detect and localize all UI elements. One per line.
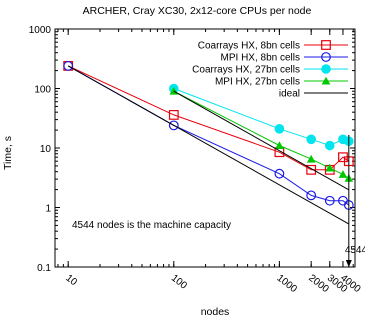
data-point-circle (321, 52, 331, 62)
x-tick-label: 2000 (306, 273, 331, 296)
data-point-dot (324, 140, 335, 151)
legend-label: MPI HX, 27bn cells (215, 77, 300, 88)
data-point-square (168, 109, 179, 120)
y-tick-label: 100 (34, 85, 51, 96)
x-axis-label: nodes (201, 306, 230, 318)
x-tick-label: 1000 (275, 273, 300, 296)
series-line (173, 90, 350, 191)
series-ideal (67, 65, 350, 225)
legend-label: Coarrays HX, 8bn cells (198, 41, 300, 52)
data-point-square (321, 40, 331, 50)
capacity-label: 4544 (345, 245, 365, 256)
legend-item: ideal (279, 89, 348, 100)
capacity-note: 4544 nodes is the machine capacity (72, 220, 231, 231)
data-point-triangle (275, 141, 284, 149)
data-point-circle (306, 190, 317, 201)
legend-label: Coarrays HX, 27bn cells (192, 65, 300, 76)
data-point-triangle (306, 154, 316, 163)
y-tick-label: 0.1 (37, 263, 51, 274)
series-ideal-27bn (173, 90, 350, 191)
data-point-triangle (321, 76, 331, 85)
data-point-dot (274, 124, 285, 134)
series-line (67, 65, 350, 171)
data-point-circle (168, 120, 179, 131)
x-tick-label: 100 (169, 273, 189, 292)
y-tick-label: 10 (40, 144, 52, 155)
legend-item: Coarrays HX, 27bn cells (192, 64, 348, 76)
legend-item: MPI HX, 27bn cells (215, 77, 348, 88)
annotations: 4544 nodes is the machine capacity 4544 (72, 135, 365, 267)
capacity-arrowhead (345, 260, 352, 267)
chart-title: ARCHER, Cray XC30, 2x12-core CPUs per no… (83, 5, 312, 17)
legend-item: MPI HX, 8bn cells (221, 52, 348, 64)
series-lines (63, 60, 354, 225)
x-tick-label: 10 (63, 273, 79, 289)
data-point-triangle (325, 163, 335, 172)
data-point-square (306, 164, 317, 175)
data-point-circle (63, 60, 74, 71)
series-line (67, 65, 350, 206)
data-point-triangle (338, 170, 348, 178)
series-coarrays-hx-8bn-cells (63, 60, 354, 175)
y-tick-label: 1 (45, 204, 51, 215)
data-point-dot (306, 134, 316, 145)
series-line (67, 65, 350, 225)
data-point-circle (324, 195, 335, 206)
legend-label: ideal (279, 89, 300, 100)
data-point-dot (321, 64, 331, 74)
data-point-circle (274, 168, 285, 179)
y-axis-label: Time, s (2, 136, 14, 170)
legend-label: MPI HX, 8bn cells (221, 53, 300, 64)
y-tick-label: 1000 (29, 25, 52, 36)
legend-item: Coarrays HX, 8bn cells (198, 40, 348, 52)
